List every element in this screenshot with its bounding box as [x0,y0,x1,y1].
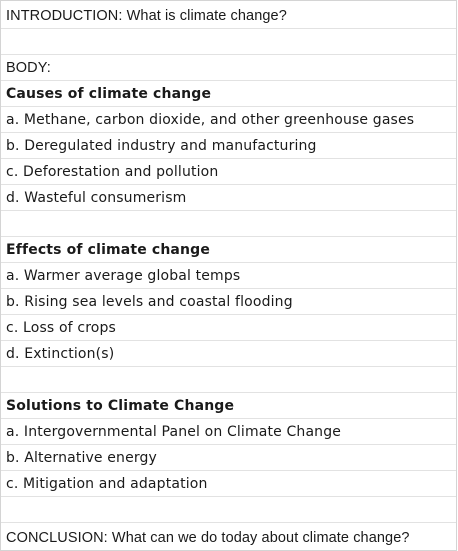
empty-row[interactable] [1,211,456,237]
empty-row[interactable] [1,497,456,523]
effects-item-row[interactable]: c. Loss of crops [1,315,456,341]
solutions-heading: Solutions to Climate Change [6,398,235,414]
causes-item-row[interactable]: d. Wasteful consumerism [1,185,456,211]
solutions-item-row[interactable]: b. Alternative energy [1,445,456,471]
effects-item-row[interactable]: a. Warmer average global temps [1,263,456,289]
causes-item-text: d. Wasteful consumerism [6,190,187,206]
empty-row[interactable] [1,367,456,393]
solutions-item-text: c. Mitigation and adaptation [6,476,208,492]
solutions-item-text: b. Alternative energy [6,450,157,466]
causes-heading-row[interactable]: Causes of climate change [1,81,456,107]
effects-item-text: a. Warmer average global temps [6,268,241,284]
causes-item-text: a. Methane, carbon dioxide, and other gr… [6,112,415,128]
introduction-text: INTRODUCTION: What is climate change? [6,8,287,24]
causes-item-text: c. Deforestation and pollution [6,164,219,180]
solutions-item-row[interactable]: a. Intergovernmental Panel on Climate Ch… [1,419,456,445]
effects-item-row[interactable]: d. Extinction(s) [1,341,456,367]
causes-item-row[interactable]: c. Deforestation and pollution [1,159,456,185]
effects-heading-row[interactable]: Effects of climate change [1,237,456,263]
causes-heading: Causes of climate change [6,86,212,102]
solutions-heading-row[interactable]: Solutions to Climate Change [1,393,456,419]
empty-row[interactable] [1,29,456,55]
solutions-item-row[interactable]: c. Mitigation and adaptation [1,471,456,497]
conclusion-row[interactable]: CONCLUSION: What can we do today about c… [1,522,456,551]
introduction-row[interactable]: INTRODUCTION: What is climate change? [1,0,456,29]
effects-item-text: c. Loss of crops [6,320,116,336]
solutions-item-text: a. Intergovernmental Panel on Climate Ch… [6,424,341,440]
conclusion-text: CONCLUSION: What can we do today about c… [6,530,410,546]
effects-item-row[interactable]: b. Rising sea levels and coastal floodin… [1,289,456,315]
effects-item-text: b. Rising sea levels and coastal floodin… [6,294,293,310]
effects-item-text: d. Extinction(s) [6,346,115,362]
body-label-row[interactable]: BODY: [1,55,456,81]
causes-item-text: b. Deregulated industry and manufacturin… [6,138,317,154]
effects-heading: Effects of climate change [6,242,210,258]
causes-item-row[interactable]: b. Deregulated industry and manufacturin… [1,133,456,159]
body-label: BODY: [6,60,51,76]
causes-item-row[interactable]: a. Methane, carbon dioxide, and other gr… [1,107,456,133]
